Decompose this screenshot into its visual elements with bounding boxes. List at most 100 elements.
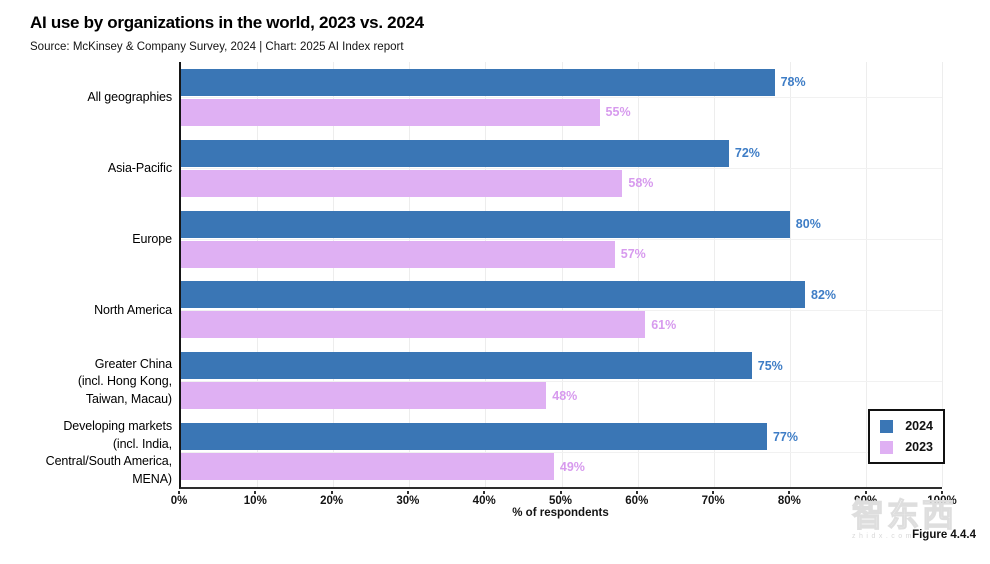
gridline-y-category — [181, 451, 942, 453]
bar-2023: 61% — [181, 311, 676, 339]
bar-2024: 78% — [181, 68, 806, 96]
value-label-2024: 77% — [772, 429, 798, 444]
gridline-y-category — [181, 239, 942, 241]
gridline-y-category — [181, 168, 942, 170]
x-tick-mark — [559, 491, 562, 494]
bar-2023: 49% — [181, 453, 585, 481]
value-label-2023: 61% — [651, 317, 677, 332]
bar-group-2: 80% 57% — [181, 204, 942, 275]
category-label-line: Central/South America, — [45, 454, 172, 469]
category-label-3: North America — [0, 275, 172, 346]
category-label-0: All geographies — [0, 62, 172, 133]
x-tick-mark — [406, 491, 409, 494]
x-tick-label: 80% — [777, 495, 801, 507]
gridline-x-60 — [637, 62, 639, 487]
bar-2024: 77% — [181, 423, 798, 451]
x-tick-mark — [864, 491, 867, 494]
bar-2024: 72% — [181, 139, 760, 167]
bar-group-3: 82% 61% — [181, 274, 942, 345]
x-tick-label: 0% — [170, 495, 188, 507]
legend: 2024 2023 — [868, 409, 945, 464]
value-label-2024: 78% — [780, 75, 806, 90]
x-tick-label: 40% — [472, 495, 496, 507]
category-label-line: (incl. India, — [112, 436, 172, 451]
category-label-line: Greater China — [94, 356, 172, 371]
value-label-2024: 82% — [811, 287, 837, 302]
value-label-2023: 57% — [620, 247, 646, 262]
bar-2024: 82% — [181, 281, 836, 309]
bar-2024: 80% — [181, 210, 821, 238]
category-label-1: Asia-Pacific — [0, 133, 172, 204]
bar-2023: 57% — [181, 240, 646, 268]
gridline-x-70 — [713, 62, 715, 487]
gridline-x-10 — [257, 62, 259, 487]
category-label-line: All geographies — [87, 89, 172, 104]
value-label-2023: 58% — [628, 176, 654, 191]
category-label-line: North America — [94, 303, 172, 318]
plot-area: 2024 2023 78% 55% 72% 58% 80% 57% 82% 61% 75% 48% 7… — [179, 62, 945, 489]
x-tick-label: 20% — [320, 495, 344, 507]
bar-2023: 55% — [181, 98, 631, 126]
gridline-x-20 — [333, 62, 335, 487]
gridline-x-80 — [789, 62, 791, 487]
category-label-line: Taiwan, Macau) — [85, 391, 172, 406]
value-label-2023: 48% — [552, 388, 578, 403]
chart-subtitle: Source: McKinsey & Company Survey, 2024 … — [30, 41, 404, 53]
category-label-2: Europe — [0, 204, 172, 275]
value-label-2024: 75% — [757, 358, 783, 373]
category-label-line: Asia-Pacific — [107, 160, 172, 175]
x-tick-mark — [712, 491, 715, 494]
category-label-line: Developing markets — [63, 419, 172, 434]
legend-swatch-2024 — [880, 419, 893, 433]
legend-item-2024: 2024 — [880, 419, 933, 433]
gridline-y-category — [181, 97, 942, 99]
category-label-line: MENA) — [132, 471, 172, 486]
gridline-x-100 — [942, 62, 943, 487]
gridline-x-30 — [409, 62, 411, 487]
x-tick-mark — [330, 491, 333, 494]
x-tick-label: 90% — [854, 495, 878, 507]
x-axis-ticks: 0% 10% 20% 30% 40% 50% 60% 70% 80% 90% 100% — [171, 491, 957, 511]
x-tick-label: 10% — [243, 495, 267, 507]
category-label-4: Greater China (incl. Hong Kong, Taiwan, Ma… — [0, 347, 172, 418]
bar-group-5: 77% 49% — [181, 416, 942, 487]
x-tick-mark — [788, 491, 791, 494]
value-label-2024: 72% — [734, 146, 760, 161]
bar-2024: 75% — [181, 352, 783, 380]
x-tick-label: 30% — [396, 495, 420, 507]
x-tick-mark — [254, 491, 257, 494]
value-label-2024: 80% — [795, 217, 821, 232]
category-label-line: (incl. Hong Kong, — [77, 374, 172, 389]
value-label-2023: 49% — [559, 459, 585, 474]
x-tick-mark — [635, 491, 638, 494]
gridline-x-40 — [485, 62, 487, 487]
x-tick-label: 100% — [927, 495, 957, 507]
category-label-5: Developing markets (incl. India, Central/S… — [0, 418, 172, 489]
legend-swatch-2023 — [880, 440, 893, 454]
bar-2023: 58% — [181, 169, 653, 197]
x-axis-title: % of respondents — [512, 507, 609, 519]
chart-title: AI use by organizations in the world, 20… — [30, 13, 424, 32]
x-tick-mark — [941, 491, 943, 494]
gridline-x-90 — [865, 62, 867, 487]
gridline-y-category — [181, 380, 942, 382]
legend-label-2024: 2024 — [905, 419, 933, 433]
category-label-line: Europe — [132, 232, 172, 247]
figure-label: Figure 4.4.4 — [912, 529, 976, 541]
legend-item-2023: 2023 — [880, 440, 933, 454]
x-tick-mark — [178, 491, 180, 494]
gridline-x-50 — [561, 62, 563, 487]
bar-group-0: 78% 55% — [181, 62, 942, 133]
x-tick-label: 50% — [548, 495, 573, 507]
bar-group-1: 72% 58% — [181, 133, 942, 204]
x-tick-mark — [483, 491, 486, 494]
bar-group-4: 75% 48% — [181, 345, 942, 416]
gridline-y-category — [181, 309, 942, 311]
y-axis-category-labels: All geographies Asia-Pacific Europe North A… — [0, 62, 172, 489]
x-tick-label: 60% — [625, 495, 649, 507]
bar-2023: 48% — [181, 382, 577, 410]
legend-label-2023: 2023 — [905, 440, 933, 454]
value-label-2023: 55% — [605, 105, 631, 120]
x-tick-label: 70% — [701, 495, 725, 507]
